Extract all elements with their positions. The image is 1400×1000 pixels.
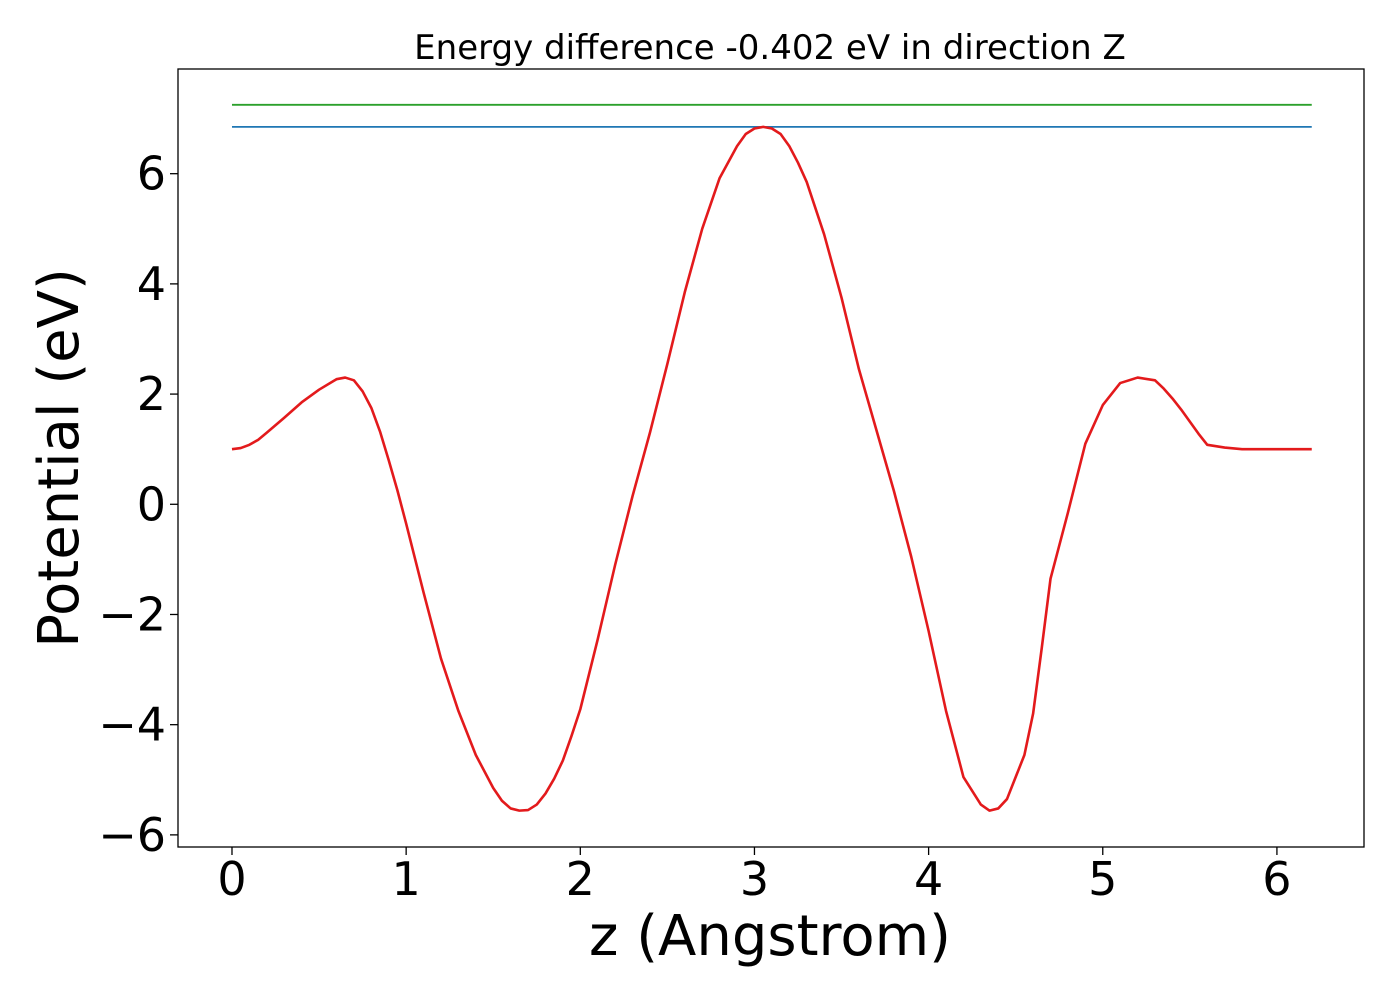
series-layer <box>231 103 1312 812</box>
y-tick-label: −6 <box>98 808 166 862</box>
y-axis: −6 −4 −2 0 2 4 6 <box>98 147 178 862</box>
y-tick-label: 2 <box>137 367 166 421</box>
x-tick-label: 6 <box>1262 852 1291 906</box>
x-axis-label: z (Angstrom) <box>589 904 951 969</box>
x-tick-label: 3 <box>740 852 769 906</box>
y-tick-label: 4 <box>137 257 166 311</box>
x-tick-label: 0 <box>217 852 246 906</box>
x-axis: 0 1 2 3 4 5 6 <box>217 847 1292 906</box>
y-tick-label: −4 <box>98 698 166 752</box>
y-axis-label: Potential (eV) <box>27 268 92 648</box>
chart-title: Energy difference -0.402 eV in direction… <box>414 28 1126 68</box>
potential-line <box>231 125 1312 812</box>
y-tick-label: 6 <box>137 147 166 201</box>
y-tick-label: −2 <box>98 587 166 641</box>
y-tick-label: 0 <box>137 477 166 531</box>
x-tick-label: 1 <box>392 852 421 906</box>
x-tick-label: 4 <box>914 852 943 906</box>
x-tick-label: 5 <box>1088 852 1117 906</box>
plot-frame <box>177 68 1365 848</box>
x-tick-label: 2 <box>566 852 595 906</box>
